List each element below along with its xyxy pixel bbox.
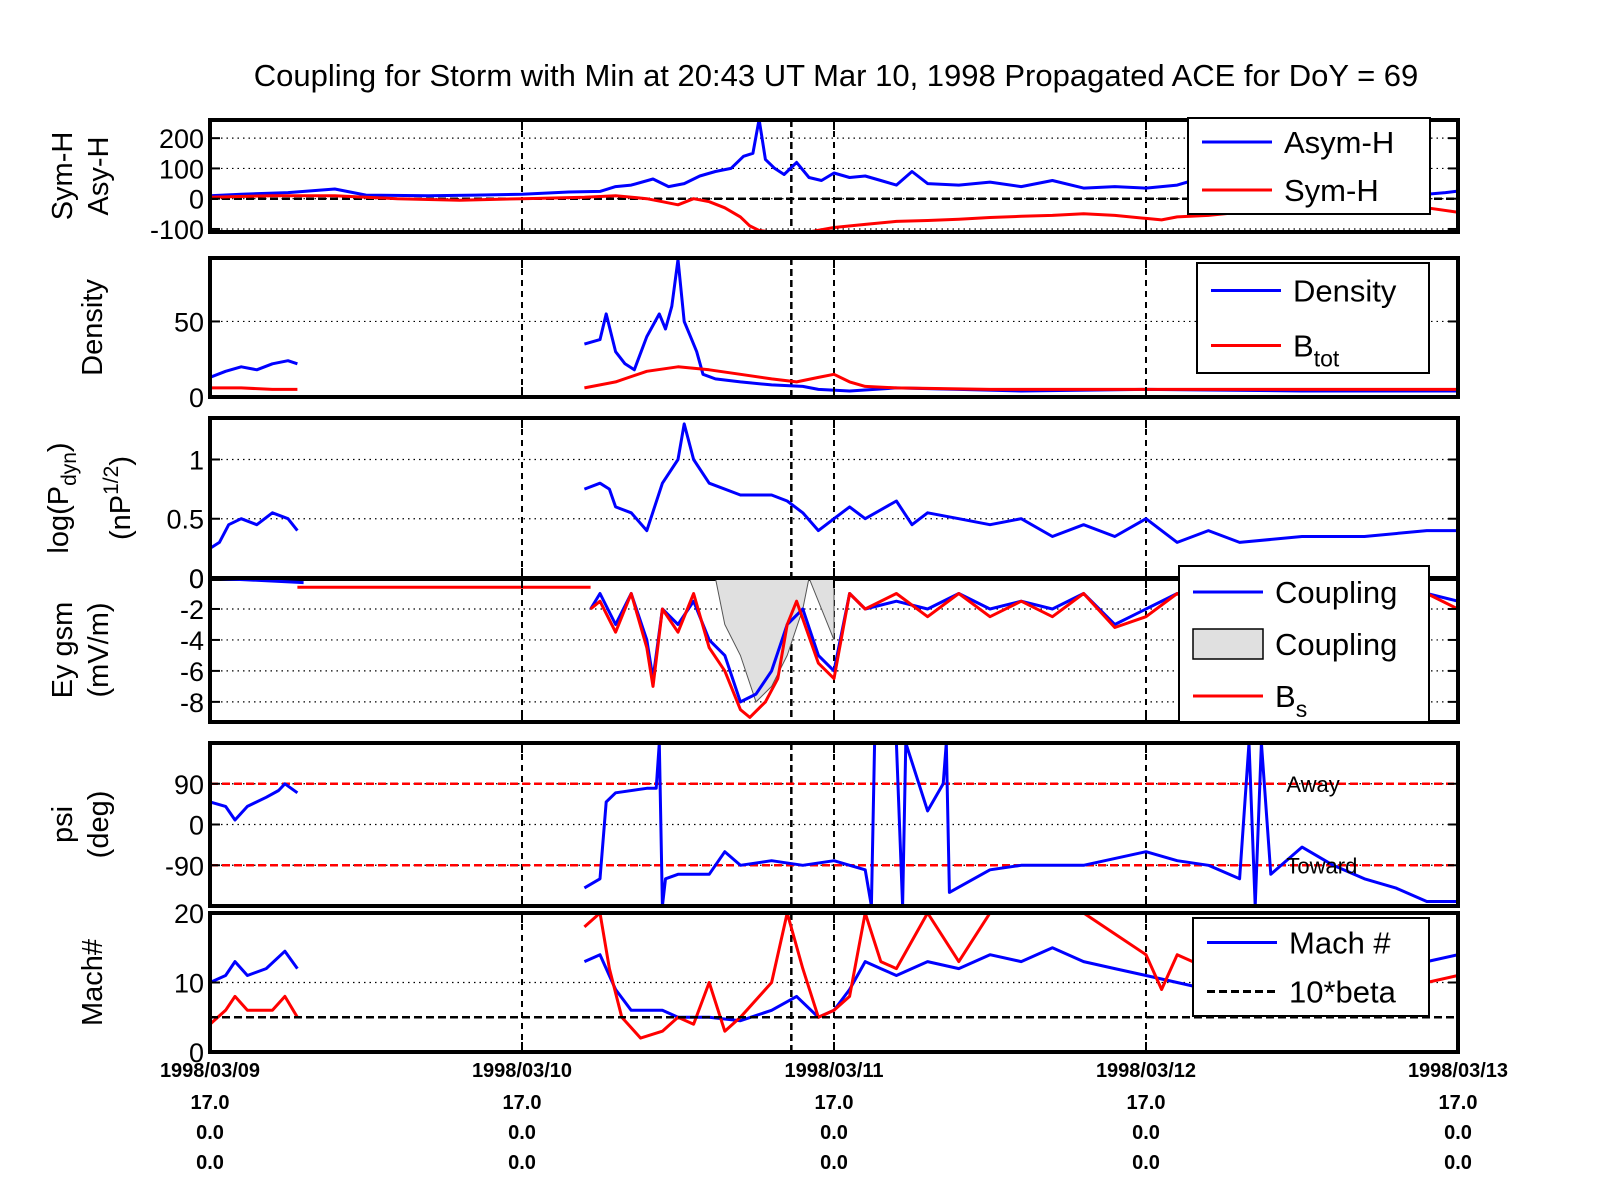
legend-label: Mach # bbox=[1289, 926, 1391, 961]
x-tick-sublabel: 0.0 bbox=[508, 1122, 536, 1144]
y-tick-label: -90 bbox=[165, 851, 204, 881]
chart-title: Coupling for Storm with Min at 20:43 UT … bbox=[254, 58, 1419, 93]
x-tick-date: 1998/03/11 bbox=[785, 1060, 884, 1082]
x-tick-sublabel: 0.0 bbox=[196, 1122, 224, 1144]
panel-density: 50 0 Density Density Btot bbox=[77, 256, 1460, 413]
x-tick-date: 1998/03/13 bbox=[1408, 1060, 1508, 1082]
y-tick-label: 0.5 bbox=[166, 505, 204, 535]
legend-label: Sym-H bbox=[1284, 173, 1379, 208]
x-tick-sublabel: 0.0 bbox=[508, 1152, 536, 1174]
annotation: Toward bbox=[1286, 853, 1357, 878]
panel-ey: 0-2-4-6-8 Ey gsm (mV/m) Coupling Coupling Bs bbox=[47, 564, 1460, 724]
x-tick-sublabel: 0.0 bbox=[820, 1152, 848, 1174]
y-axis-label: Mach# bbox=[77, 939, 109, 1026]
legend-label: Asym-H bbox=[1284, 125, 1394, 160]
series-pdyn-0 bbox=[210, 422, 1458, 550]
legend-density: Density Btot bbox=[1196, 262, 1430, 374]
y-tick-label: 20 bbox=[174, 899, 204, 929]
coupling-fill bbox=[714, 578, 835, 703]
x-axis-labels: 1998/03/09 17.0 0.0 0.0 1998/03/10 17.0 0.0 0.0… bbox=[160, 1060, 1508, 1174]
x-tick-date: 1998/03/12 bbox=[1096, 1060, 1196, 1082]
y-tick-label: -100 bbox=[150, 215, 204, 245]
y-axis-label: (deg) bbox=[83, 791, 115, 859]
y-axis-label: (mV/m) bbox=[83, 602, 115, 697]
x-tick-sublabel: 0.0 bbox=[1132, 1122, 1160, 1144]
series-psi-0 bbox=[210, 743, 1458, 906]
x-tick-sublabel: 0.0 bbox=[1132, 1152, 1160, 1174]
y-tick-label: -2 bbox=[180, 595, 204, 625]
y-axis-label: log(Pdyn) bbox=[43, 442, 81, 553]
legend-label: Density bbox=[1293, 274, 1397, 309]
legend-ey: Coupling Coupling Bs bbox=[1178, 565, 1430, 723]
legend-label: 10*beta bbox=[1289, 975, 1397, 1010]
y-tick-label: 100 bbox=[159, 154, 204, 184]
legend-mach: Mach # 10*beta bbox=[1192, 917, 1430, 1017]
legend-symh: Asym-H Sym-H bbox=[1187, 117, 1431, 215]
legend-box bbox=[1192, 917, 1430, 1017]
y-tick-label: 1 bbox=[189, 445, 204, 475]
y-axis-label: Density bbox=[77, 279, 109, 376]
panel-pdyn: 1 0.5 0 log(Pdyn) (nP1/2) bbox=[43, 416, 1460, 594]
legend-label: Coupling bbox=[1275, 627, 1397, 662]
x-tick-sublabel: 17.0 bbox=[1439, 1092, 1478, 1114]
y-tick-label: 200 bbox=[159, 124, 204, 154]
legend-box bbox=[1187, 117, 1431, 215]
panel-mach: 20 10 0 Mach# Mach # 10*beta bbox=[77, 899, 1460, 1068]
y-tick-label: 10 bbox=[174, 969, 204, 999]
x-tick-sublabel: 0.0 bbox=[1444, 1122, 1472, 1144]
annotation: Away bbox=[1286, 772, 1339, 797]
x-tick-sublabel: 17.0 bbox=[503, 1092, 542, 1114]
y-tick-label: -8 bbox=[180, 688, 204, 718]
y-tick-label: -4 bbox=[180, 626, 204, 656]
x-tick-sublabel: 17.0 bbox=[191, 1092, 230, 1114]
x-tick-sublabel: 0.0 bbox=[1444, 1152, 1472, 1174]
x-tick-sublabel: 0.0 bbox=[820, 1122, 848, 1144]
legend-swatch bbox=[1192, 628, 1264, 660]
panel-psi: Away Toward 90 0 -90 psi (deg) bbox=[47, 741, 1460, 908]
x-tick-sublabel: 17.0 bbox=[1127, 1092, 1166, 1114]
y-tick-label: 0 bbox=[189, 185, 204, 215]
x-tick-date: 1998/03/10 bbox=[472, 1060, 572, 1082]
y-tick-label: 90 bbox=[174, 770, 204, 800]
legend-label: Btot bbox=[1293, 329, 1340, 372]
y-tick-label: 0 bbox=[189, 811, 204, 841]
y-axis-label: (nP1/2) bbox=[100, 456, 137, 540]
y-axis-label: Sym-H bbox=[47, 132, 79, 221]
x-tick-sublabel: 0.0 bbox=[196, 1152, 224, 1174]
legend-box bbox=[1196, 262, 1430, 374]
x-tick-date: 1998/03/09 bbox=[160, 1060, 260, 1082]
y-tick-label: 0 bbox=[189, 564, 204, 594]
legend-label: Coupling bbox=[1275, 575, 1397, 610]
y-tick-label: 0 bbox=[189, 564, 204, 594]
legend-label: Bs bbox=[1275, 679, 1307, 722]
y-tick-label: -6 bbox=[180, 657, 204, 687]
series-density-1 bbox=[210, 365, 1458, 391]
y-axis-label: Asy-H bbox=[83, 137, 115, 216]
y-tick-label: 0 bbox=[189, 383, 204, 413]
y-axis-label: Ey gsm bbox=[47, 602, 79, 699]
y-axis-label: psi bbox=[47, 806, 79, 843]
series-ey-1 bbox=[297, 585, 1458, 719]
x-tick-sublabel: 17.0 bbox=[815, 1092, 854, 1114]
y-tick-label: 50 bbox=[174, 307, 204, 337]
y-tick-label: 0 bbox=[189, 1038, 204, 1068]
